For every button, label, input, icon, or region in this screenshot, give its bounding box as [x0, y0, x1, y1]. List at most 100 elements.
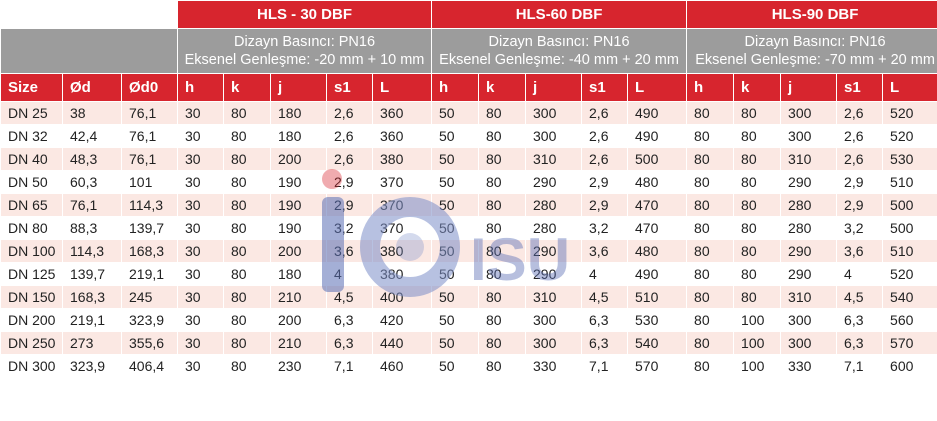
value-cell: 6,3: [581, 331, 629, 355]
value-cell: 30: [177, 285, 225, 309]
value-cell: 30: [177, 147, 225, 171]
value-cell: 310: [525, 285, 583, 309]
value-cell: 80: [478, 354, 527, 378]
value-cell: 440: [372, 331, 433, 355]
value-cell: 520: [882, 101, 937, 125]
value-cell: 4: [581, 262, 629, 286]
value-cell: 530: [882, 147, 937, 171]
value-cell: 80: [478, 101, 527, 125]
value-cell: 80: [733, 124, 782, 148]
value-cell: 6,3: [581, 308, 629, 332]
value-cell: 2,6: [581, 124, 629, 148]
value-cell: 290: [780, 262, 838, 286]
value-cell: 139,7: [62, 262, 122, 286]
value-cell: 510: [627, 285, 688, 309]
value-cell: 80: [686, 216, 735, 240]
value-cell: 6,3: [326, 308, 374, 332]
value-cell: 3,2: [836, 216, 884, 240]
blank-corner: [0, 0, 179, 29]
table-row: DN 300 323,9 406,4 30 80 230 7,1 460 50 80 330 7,1 5…: [0, 354, 937, 378]
design-pressure: Dizayn Basıncı: PN16: [233, 34, 376, 50]
value-cell: 200: [270, 147, 328, 171]
size-cell: DN 300: [0, 354, 63, 378]
value-cell: 3,2: [326, 216, 374, 240]
value-cell: 2,6: [326, 124, 374, 148]
value-cell: 30: [177, 354, 225, 378]
value-cell: 280: [525, 216, 583, 240]
value-cell: 3,6: [326, 239, 374, 263]
value-cell: 42,4: [62, 124, 122, 148]
value-cell: 510: [882, 170, 937, 194]
value-cell: 80: [686, 285, 735, 309]
column-header: h: [431, 73, 480, 102]
value-cell: 2,6: [836, 124, 884, 148]
value-cell: 80: [733, 147, 782, 171]
value-cell: 80: [733, 193, 782, 217]
value-cell: 7,1: [581, 354, 629, 378]
value-cell: 50: [431, 170, 480, 194]
column-header: k: [478, 73, 527, 102]
value-cell: 80: [478, 262, 527, 286]
value-cell: 80: [223, 285, 272, 309]
value-cell: 280: [525, 193, 583, 217]
value-cell: 30: [177, 308, 225, 332]
column-header: h: [686, 73, 735, 102]
value-cell: 380: [372, 239, 433, 263]
value-cell: 370: [372, 216, 433, 240]
value-cell: 48,3: [62, 147, 122, 171]
value-cell: 600: [882, 354, 937, 378]
value-cell: 300: [780, 101, 838, 125]
value-cell: 30: [177, 124, 225, 148]
axial-expansion: Eksenel Genleşme: -20 mm + 10 mm: [184, 52, 425, 68]
value-cell: 30: [177, 216, 225, 240]
value-cell: 76,1: [62, 193, 122, 217]
value-cell: 2,9: [326, 170, 374, 194]
value-cell: 80: [733, 170, 782, 194]
value-cell: 6,3: [836, 331, 884, 355]
value-cell: 50: [431, 124, 480, 148]
value-cell: 180: [270, 101, 328, 125]
size-cell: DN 40: [0, 147, 63, 171]
value-cell: 30: [177, 239, 225, 263]
value-cell: 80: [223, 262, 272, 286]
value-cell: 500: [882, 193, 937, 217]
value-cell: 2,9: [836, 193, 884, 217]
table-row: DN 80 88,3 139,7 30 80 190 3,2 370 50 80 280 3,2 470…: [0, 216, 937, 240]
column-header: L: [372, 73, 433, 102]
value-cell: 2,9: [326, 193, 374, 217]
value-cell: 300: [780, 124, 838, 148]
value-cell: 330: [525, 354, 583, 378]
value-cell: 38: [62, 101, 122, 125]
value-cell: 280: [780, 216, 838, 240]
value-cell: 300: [525, 331, 583, 355]
table-row: DN 100 114,3 168,3 30 80 200 3,6 380 50 80 290 3,6 4…: [0, 239, 937, 263]
value-cell: 6,3: [326, 331, 374, 355]
column-header: L: [627, 73, 688, 102]
conditions-row: Dizayn Basıncı: PN16 Eksenel Genleşme: -…: [0, 28, 937, 74]
table-row: DN 65 76,1 114,3 30 80 190 2,9 370 50 80 280 2,9 470…: [0, 193, 937, 217]
value-cell: 230: [270, 354, 328, 378]
value-cell: 7,1: [326, 354, 374, 378]
size-cell: DN 125: [0, 262, 63, 286]
value-cell: 2,9: [581, 193, 629, 217]
value-cell: 520: [882, 124, 937, 148]
group-conditions-hls-30: Dizayn Basıncı: PN16 Eksenel Genleşme: -…: [177, 28, 433, 74]
value-cell: 219,1: [120, 262, 179, 286]
value-cell: 490: [627, 124, 688, 148]
value-cell: 370: [372, 170, 433, 194]
size-cell: DN 200: [0, 308, 63, 332]
value-cell: 80: [686, 262, 735, 286]
value-cell: 50: [431, 193, 480, 217]
value-cell: 310: [525, 147, 583, 171]
value-cell: 360: [372, 124, 433, 148]
value-cell: 50: [431, 216, 480, 240]
value-cell: 80: [223, 124, 272, 148]
column-header: Ød: [62, 73, 122, 102]
column-header: Ød0: [120, 73, 179, 102]
column-header: s1: [326, 73, 374, 102]
value-cell: 30: [177, 193, 225, 217]
value-cell: 2,6: [326, 101, 374, 125]
value-cell: 80: [733, 239, 782, 263]
value-cell: 4,5: [581, 285, 629, 309]
value-cell: 80: [686, 170, 735, 194]
